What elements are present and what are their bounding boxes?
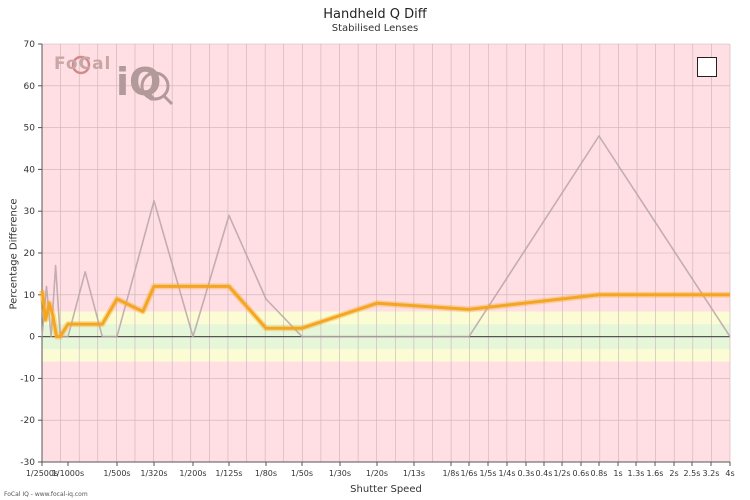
x-tick-label: 1/2500s [26,469,58,478]
x-tick-label: 1/500s [103,469,130,478]
x-tick-label: 1/80s [255,469,277,478]
y-tick-label: 40 [24,165,36,175]
x-axis-label: Shutter Speed [350,484,422,495]
x-tick-label: 1/8s [442,469,459,478]
x-tick-label: 0.3s [518,469,535,478]
x-tick-label: 1/20s [366,469,388,478]
y-tick-label: 10 [24,291,36,301]
x-tick-label: 2s [669,469,678,478]
x-tick-label: 1.3s [628,469,645,478]
y-tick-label: -30 [20,458,35,468]
y-tick-label: 50 [24,124,36,134]
x-tick-label: 1/6s [460,469,477,478]
logo-magnifier-handle [162,94,174,106]
y-tick-label: 0 [29,333,35,343]
x-tick-label: 1/1000s [52,469,84,478]
x-tick-label: 1/13s [403,469,425,478]
x-tick-label: 1/30s [329,469,351,478]
x-tick-label: 1/2s [553,469,570,478]
x-tick-label: 0.6s [573,469,590,478]
logo-iq-mark: iQ [116,60,162,104]
chart-subtitle: Stabilised Lenses [331,23,419,34]
y-tick-label: 70 [24,40,36,50]
series-line [41,135,731,338]
footer-credit: FoCal IQ - www.focal-iq.com [4,491,88,498]
y-axis-label: Percentage Difference [8,198,20,310]
y-tick-label: 20 [24,249,36,259]
logo-magnifier-ring [140,71,170,101]
x-tick-label: 0.8s [591,469,608,478]
series-line [40,284,730,339]
x-tick-label: 1/50s [291,469,313,478]
y-tick-label: 30 [24,207,36,217]
x-tick-label: 4s [725,469,734,478]
y-tick-label: -10 [20,374,35,384]
x-tick-label: 1.6s [647,469,664,478]
x-tick-label: 1/320s [140,469,167,478]
logo-wordmark: FoCal [54,54,112,74]
x-tick-label: 0.4s [536,469,553,478]
x-tick-label: 1/4s [498,469,515,478]
x-tick-label: 1/5s [479,469,496,478]
x-tick-label: 2.5s [684,469,701,478]
y-tick-label: 60 [24,82,36,92]
x-tick-label: 1/200s [179,469,206,478]
x-tick-label: 1/125s [215,469,242,478]
legend-toggle-box[interactable] [697,57,717,77]
logo-ring [71,55,91,75]
x-tick-label: 3.2s [703,469,720,478]
y-tick-label: -20 [20,416,35,426]
x-tick-label: 1s [613,469,622,478]
chart-title: Handheld Q Diff [323,7,427,22]
